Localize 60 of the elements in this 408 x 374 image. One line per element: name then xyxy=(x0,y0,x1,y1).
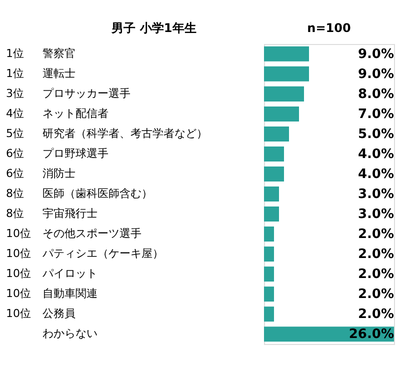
data-label: 9.0% xyxy=(358,66,394,82)
text: 10位 xyxy=(6,307,31,320)
text: 4位 xyxy=(6,106,24,120)
data-label: 3.0% xyxy=(358,207,394,222)
data-label: 4.0% xyxy=(358,166,394,182)
bar xyxy=(264,286,274,302)
text: 1位 xyxy=(6,66,24,80)
y-tick-label: パティシエ（ケーキ屋） xyxy=(42,247,164,260)
data-label: 2.0% xyxy=(358,287,394,302)
data-label: 9.0% xyxy=(358,46,394,62)
data-label: 2.0% xyxy=(358,267,394,282)
y-tick-label: 公務員 xyxy=(42,307,76,320)
text: 8位 xyxy=(6,187,24,200)
y-tick-label: 医師（歯科医師含む） xyxy=(42,187,152,200)
data-label: 4.0% xyxy=(358,146,394,162)
data-label: 2.0% xyxy=(358,307,394,322)
data-label: 2.0% xyxy=(358,247,394,262)
y-tick-label: ネット配信者 xyxy=(42,106,108,120)
y-tick-label: 自動車関連 xyxy=(42,287,98,300)
bar xyxy=(264,266,274,282)
y-tick-label: その他スポーツ選手 xyxy=(42,227,142,240)
text: 8位 xyxy=(6,207,24,220)
text: 1位 xyxy=(6,46,24,60)
bar xyxy=(264,66,309,82)
text: 男子 小学1年生 xyxy=(110,21,196,35)
bar xyxy=(264,106,299,122)
text: 10位 xyxy=(6,287,31,300)
bar xyxy=(264,166,284,182)
y-tick-label: プロサッカー選手 xyxy=(42,86,130,100)
text: 10位 xyxy=(6,247,31,260)
data-label: 8.0% xyxy=(358,86,394,102)
bar xyxy=(264,46,309,62)
text: 6位 xyxy=(6,166,24,180)
y-tick-label: 警察官 xyxy=(42,46,76,60)
text: 3位 xyxy=(6,86,24,100)
data-label: 2.0% xyxy=(358,227,394,242)
bar xyxy=(264,126,289,142)
bar xyxy=(264,226,274,242)
text: 6位 xyxy=(6,146,24,160)
y-tick-label: 消防士 xyxy=(42,166,76,180)
bar xyxy=(264,186,279,202)
bar xyxy=(264,86,304,102)
text: 10位 xyxy=(6,267,31,280)
data-label: 3.0% xyxy=(358,187,394,202)
data-label: 26.0% xyxy=(348,327,394,342)
y-tick-label: 運転士 xyxy=(42,66,76,80)
chart-subtitle: n=100 xyxy=(307,21,351,35)
bar xyxy=(264,246,274,262)
y-tick-label: 宇宙飛行士 xyxy=(42,207,98,220)
y-tick-label: 研究者（科学者、考古学者など） xyxy=(42,126,208,140)
data-label: 7.0% xyxy=(358,106,394,122)
bar xyxy=(264,306,274,322)
bar xyxy=(264,146,284,162)
y-tick-label: わからない xyxy=(42,327,98,340)
y-tick-label: プロ野球選手 xyxy=(42,146,108,160)
text: 10位 xyxy=(6,227,31,240)
y-tick-label: パイロット xyxy=(42,267,98,280)
text: 5位 xyxy=(6,126,24,140)
bar xyxy=(264,206,279,222)
data-label: 5.0% xyxy=(358,126,394,142)
